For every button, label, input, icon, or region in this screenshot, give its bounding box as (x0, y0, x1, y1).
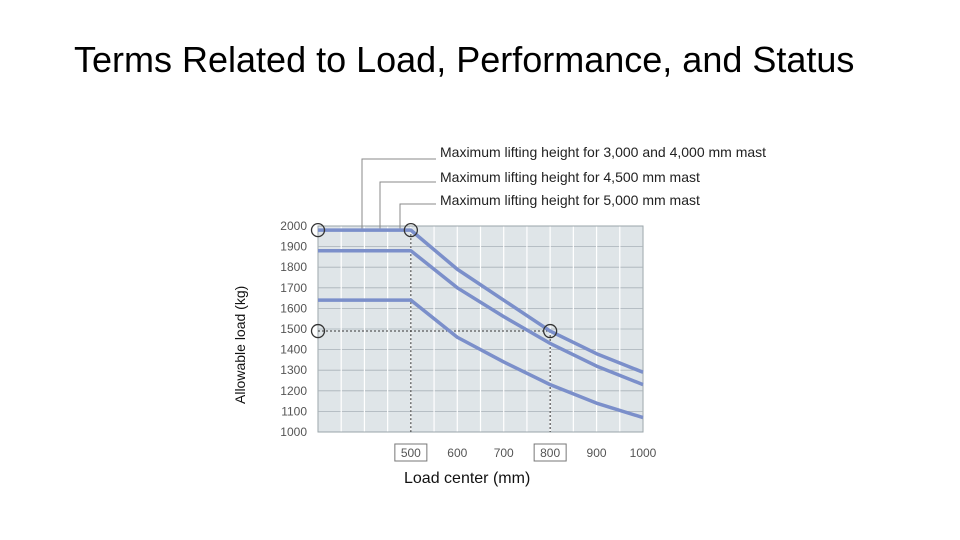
x-axis-label: Load center (mm) (404, 470, 531, 487)
plot-border (317, 225, 644, 433)
y-tick-label: 1100 (281, 404, 307, 418)
y-tick-label: 1300 (280, 363, 307, 377)
leader-line (361, 158, 436, 229)
y-tick-label: 1900 (280, 240, 307, 254)
x-tick-label: 500 (401, 446, 421, 460)
annotation-5000-mast: Maximum lifting height for 5,000 mm mast (440, 192, 700, 208)
y-tick-label: 1400 (280, 343, 307, 357)
annotation-leaders (361, 158, 436, 229)
marker-circle (310, 222, 326, 238)
leader-line (399, 203, 436, 229)
marker-circle (403, 222, 419, 238)
y-tick-label: 1700 (280, 281, 307, 295)
y-tick-label: 1600 (280, 301, 307, 315)
y-axis-label: Allowable load (kg) (232, 285, 248, 404)
series-line-3 (318, 298, 644, 420)
annotation-4500-mast: Maximum lifting height for 4,500 mm mast (440, 169, 700, 185)
y-tick-labels: 2000 1900 1800 1700 1600 1500 1400 1300 1200 1100… (280, 219, 307, 439)
x-tick-box (533, 443, 567, 462)
series-line-1 (318, 228, 644, 374)
x-tick-label: 700 (494, 446, 514, 460)
marker-circle (310, 323, 326, 339)
x-tick-label: 900 (587, 446, 607, 460)
x-tick-label: 600 (447, 446, 467, 460)
series-lines (318, 228, 644, 420)
slide-title: Terms Related to Load, Performance, and … (74, 39, 855, 80)
leader-line (379, 181, 436, 229)
annotation-3000-4000-mast: Maximum lifting height for 3,000 and 4,0… (440, 144, 767, 160)
y-tick-label: 1000 (280, 425, 307, 439)
markers (310, 222, 558, 339)
y-tick-label: 1500 (280, 322, 307, 336)
marker-circle (542, 323, 558, 339)
x-tick-box (394, 443, 428, 462)
series-line-2 (318, 248, 644, 387)
x-tick-label: 800 (540, 446, 560, 460)
y-tick-label: 1800 (280, 260, 307, 274)
y-tick-label: 2000 (280, 219, 307, 233)
y-tick-label: 1200 (280, 384, 307, 398)
x-tick-label: 1000 (630, 446, 657, 460)
x-tick-labels: 500 600 700 800 900 1000 (394, 443, 657, 462)
